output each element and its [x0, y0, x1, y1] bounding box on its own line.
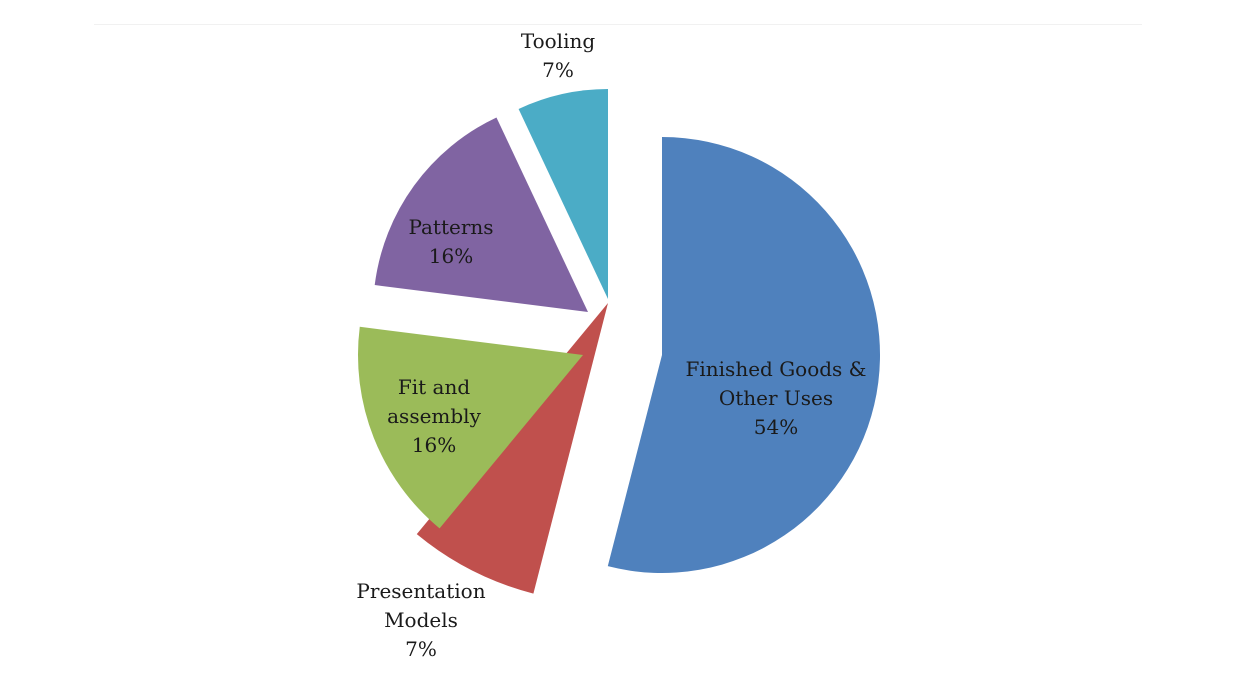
slice-label-2-line-0: Fit and	[398, 375, 470, 399]
slice-label-4-line-0: Tooling	[521, 29, 596, 53]
pie-slice-3	[374, 117, 588, 313]
slice-label-3-line-0: Patterns	[408, 215, 493, 239]
slice-value-label-1: 7%	[405, 637, 437, 661]
pie-slice-0	[607, 137, 881, 573]
slice-value-label-4: 7%	[542, 58, 574, 82]
slice-label-1-line-1: Models	[384, 608, 458, 632]
slice-label-1-line-0: Presentation	[356, 579, 485, 603]
slice-label-2-line-1: assembly	[387, 404, 481, 428]
slice-label-0-line-1: Other Uses	[719, 386, 833, 410]
slice-value-label-0: 54%	[754, 415, 798, 439]
pie-slice-4	[518, 89, 608, 299]
slice-label-0-line-0: Finished Goods &	[686, 357, 867, 381]
slice-value-label-2: 16%	[412, 433, 456, 457]
pie-slice-2	[357, 326, 583, 529]
slice-value-label-3: 16%	[429, 244, 473, 268]
